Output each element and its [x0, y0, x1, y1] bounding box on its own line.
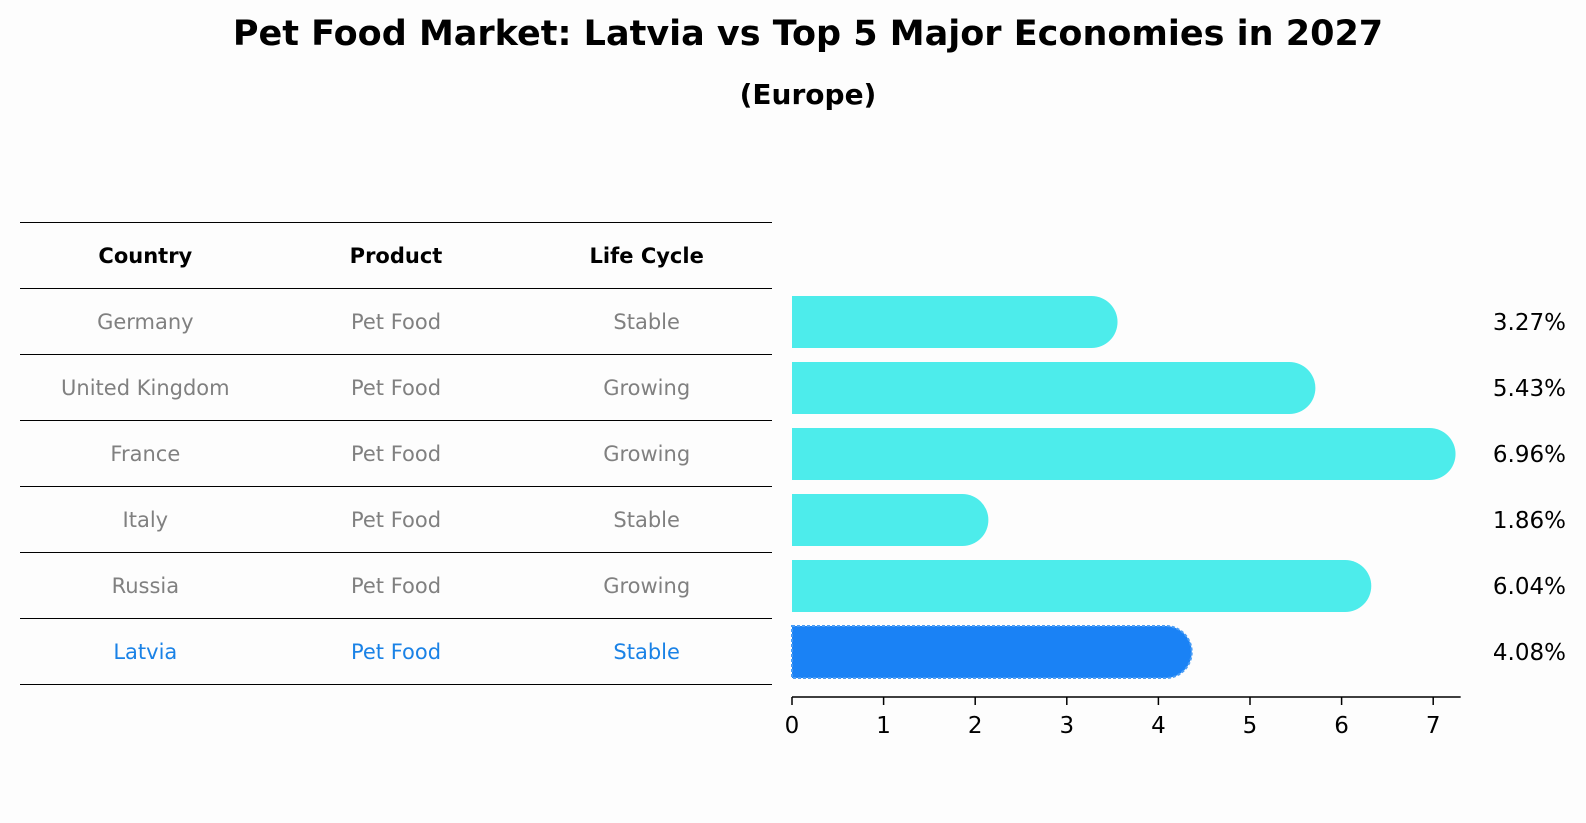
cell-country: Germany	[97, 309, 194, 334]
table-row: France Pet Food Growing	[20, 421, 772, 487]
bar-united-kingdom	[792, 362, 1316, 414]
table-row: Germany Pet Food Stable	[20, 289, 772, 355]
value-label: 6.04%	[1493, 574, 1566, 600]
cell-country: United Kingdom	[61, 375, 230, 400]
bar-latvia	[791, 625, 1193, 679]
bar-italy	[792, 494, 989, 546]
cell-country: Russia	[111, 573, 180, 598]
cell-country: Italy	[122, 507, 169, 532]
x-tick-label: 3	[1059, 713, 1074, 739]
x-tick-label: 2	[968, 713, 983, 739]
value-label: 6.96%	[1493, 442, 1566, 468]
value-label: 1.86%	[1493, 508, 1566, 534]
table-row: Italy Pet Food Stable	[20, 487, 772, 553]
chart-subtitle: (Europe)	[739, 78, 877, 111]
bar-germany	[792, 296, 1118, 348]
cell-life-cycle: Stable	[613, 309, 680, 334]
value-label: 5.43%	[1493, 376, 1566, 402]
table-row-highlighted: Latvia Pet Food Stable	[20, 619, 772, 685]
comparison-table: Country Product Life Cycle Germany Pet F…	[20, 222, 772, 685]
cell-life-cycle: Growing	[603, 441, 691, 466]
value-label: 3.27%	[1493, 310, 1566, 336]
cell-life-cycle: Stable	[613, 639, 680, 664]
x-tick-label: 7	[1426, 713, 1441, 739]
table-row: Russia Pet Food Growing	[20, 553, 772, 619]
cell-product: Pet Food	[350, 639, 442, 664]
bar-russia	[792, 560, 1372, 612]
header-country: Country	[98, 243, 193, 268]
x-tick-label: 4	[1151, 713, 1166, 739]
cell-country: Latvia	[113, 639, 178, 664]
cell-country: France	[110, 441, 181, 466]
x-tick-label: 5	[1243, 713, 1258, 739]
x-tick-label: 6	[1334, 713, 1349, 739]
cell-product: Pet Food	[350, 573, 442, 598]
header-product: Product	[349, 243, 443, 268]
table-row: United Kingdom Pet Food Growing	[20, 355, 772, 421]
header-life-cycle: Life Cycle	[589, 243, 704, 268]
chart-title: Pet Food Market: Latvia vs Top 5 Major E…	[232, 14, 1384, 54]
cell-product: Pet Food	[350, 507, 442, 532]
cell-life-cycle: Growing	[603, 573, 691, 598]
cell-life-cycle: Growing	[603, 375, 691, 400]
table-header-row: Country Product Life Cycle	[20, 222, 772, 289]
cell-life-cycle: Stable	[613, 507, 680, 532]
value-label: 4.08%	[1493, 640, 1566, 666]
x-tick-label: 0	[785, 713, 800, 739]
cell-product: Pet Food	[350, 375, 442, 400]
x-tick-label: 1	[876, 713, 891, 739]
cell-product: Pet Food	[350, 441, 442, 466]
cell-product: Pet Food	[350, 309, 442, 334]
bar-france	[792, 428, 1456, 480]
